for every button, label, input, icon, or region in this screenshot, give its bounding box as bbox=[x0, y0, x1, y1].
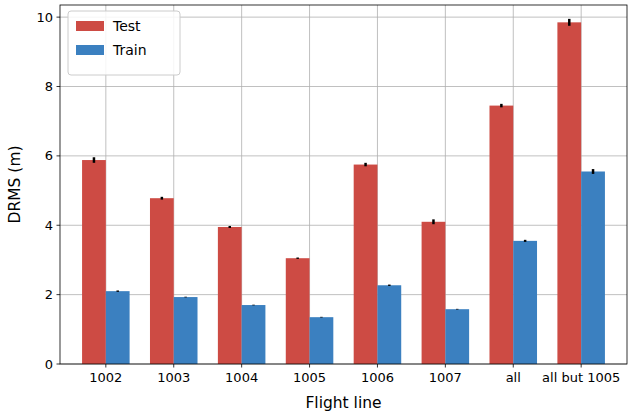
tick-label: 1005 bbox=[293, 370, 326, 385]
tick bbox=[105, 364, 106, 368]
tick bbox=[57, 364, 61, 365]
tick bbox=[173, 364, 174, 368]
axes: 0 2 4 6 8 10 1002 1003 1004 1005 1006 1007 all all bu… bbox=[36, 10, 620, 385]
tick-label: 1007 bbox=[429, 370, 462, 385]
bar bbox=[174, 297, 198, 364]
tick-label: 2 bbox=[45, 287, 53, 302]
grid-line bbox=[60, 294, 627, 295]
bar bbox=[557, 22, 581, 364]
tick-label: 1003 bbox=[157, 370, 190, 385]
bar bbox=[218, 227, 242, 364]
tick-label: 6 bbox=[45, 148, 53, 163]
bar bbox=[581, 171, 605, 364]
tick bbox=[513, 364, 514, 368]
error-bar bbox=[229, 226, 232, 228]
error-bar bbox=[456, 308, 459, 311]
legend-label: Train bbox=[112, 42, 147, 58]
tick bbox=[377, 364, 378, 368]
grid-line bbox=[60, 86, 627, 87]
tick-label: 0 bbox=[45, 357, 53, 372]
error-bar bbox=[116, 290, 119, 291]
bar bbox=[286, 258, 310, 364]
legend: Test Train bbox=[68, 11, 180, 75]
tick-label: 4 bbox=[45, 218, 53, 233]
tick bbox=[57, 86, 61, 87]
bar bbox=[106, 291, 130, 364]
tick-label: 1006 bbox=[361, 370, 394, 385]
bar bbox=[445, 309, 469, 364]
grid-line bbox=[60, 225, 627, 226]
chart-container: 0 2 4 6 8 10 1002 1003 1004 1005 1006 1007 all all bu… bbox=[0, 0, 638, 414]
bar bbox=[310, 317, 334, 364]
tick-label: 1004 bbox=[225, 370, 258, 385]
tick-label: all but 1005 bbox=[542, 370, 620, 385]
error-bar bbox=[252, 303, 255, 306]
error-bar bbox=[320, 316, 323, 319]
tick-label: 1002 bbox=[89, 370, 122, 385]
tick bbox=[445, 364, 446, 368]
bar bbox=[377, 285, 401, 364]
bar bbox=[150, 198, 174, 364]
error-bar bbox=[432, 219, 435, 224]
legend-swatch bbox=[76, 21, 104, 31]
error-bar bbox=[592, 169, 595, 174]
frame bbox=[60, 5, 627, 364]
grid-line bbox=[60, 155, 627, 156]
tick bbox=[57, 155, 61, 156]
legend-label: Test bbox=[112, 18, 141, 34]
x-axis-label: Flight line bbox=[305, 394, 381, 412]
bar bbox=[242, 305, 266, 364]
bar bbox=[354, 165, 378, 364]
tick-label: all bbox=[506, 370, 521, 385]
error-bar bbox=[161, 197, 164, 200]
grid bbox=[60, 5, 627, 364]
bar bbox=[489, 106, 513, 364]
error-bar bbox=[568, 19, 571, 26]
error-bar bbox=[296, 258, 299, 259]
bar bbox=[82, 160, 106, 364]
error-bar bbox=[500, 104, 503, 107]
error-bar bbox=[184, 295, 187, 298]
error-bar bbox=[388, 285, 391, 286]
error-bar bbox=[364, 163, 367, 166]
bar bbox=[513, 241, 537, 364]
tick-label: 8 bbox=[45, 79, 53, 94]
tick bbox=[57, 225, 61, 226]
error-bar bbox=[524, 240, 527, 242]
tick bbox=[57, 294, 61, 295]
tick bbox=[581, 364, 582, 368]
error-bar bbox=[93, 157, 96, 163]
chart: 0 2 4 6 8 10 1002 1003 1004 1005 1006 1007 all all bu… bbox=[0, 0, 638, 414]
y-axis-label: DRMS (m) bbox=[6, 145, 24, 223]
legend-swatch bbox=[76, 45, 104, 55]
tick-label: 10 bbox=[36, 10, 53, 25]
legend-frame bbox=[68, 11, 180, 75]
tick bbox=[241, 364, 242, 368]
bar bbox=[422, 222, 446, 364]
tick bbox=[309, 364, 310, 368]
tick bbox=[57, 17, 61, 18]
